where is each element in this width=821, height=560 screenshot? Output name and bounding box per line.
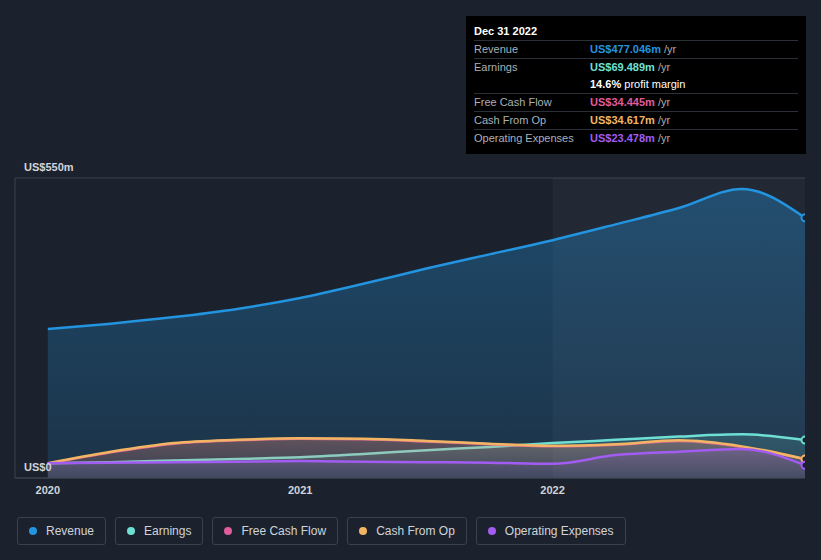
html-text:Operating Expenses: Operating Expenses	[474, 132, 574, 144]
svg-text:US$0: US$0	[24, 461, 52, 473]
html-text:Revenue: Revenue	[46, 524, 94, 538]
html-text:US$34.617m /yr: US$34.617m /yr	[590, 114, 671, 126]
svg-text:2021: 2021	[288, 484, 312, 496]
html-text:Cash From Op: Cash From Op	[474, 114, 547, 126]
html-text:Operating Expenses: Operating Expenses	[504, 524, 614, 538]
html-text:Dec 31 2022: Dec 31 2022	[474, 25, 537, 37]
html-text:Revenue: Revenue	[474, 43, 518, 55]
html-text:US$23.478m /yr: US$23.478m /yr	[590, 132, 671, 144]
html-text:US$69.489m /yr: US$69.489m /yr	[590, 61, 671, 73]
svg-text:2022: 2022	[540, 484, 564, 496]
html-text:Free Cash Flow: Free Cash Flow	[241, 524, 327, 538]
html-text:US$477.046m /yr: US$477.046m /yr	[590, 43, 677, 55]
html-text:Earnings: Earnings	[474, 61, 518, 73]
svg-text:2020: 2020	[36, 484, 60, 496]
html-text:US$34.445m /yr: US$34.445m /yr	[590, 96, 671, 108]
html-text:Cash From Op: Cash From Op	[376, 524, 455, 538]
html-text:14.6% profit margin: 14.6% profit margin	[590, 78, 686, 90]
html-text:Free Cash Flow: Free Cash Flow	[474, 96, 552, 108]
html-text:Earnings: Earnings	[144, 524, 192, 538]
svg-text:US$550m: US$550m	[24, 161, 74, 173]
